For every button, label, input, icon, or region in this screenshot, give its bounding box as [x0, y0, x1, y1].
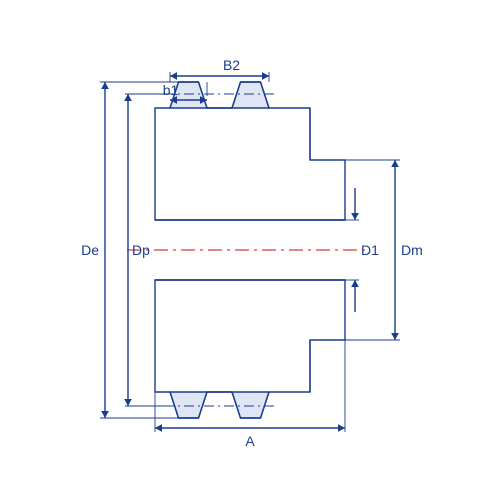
label-D1: D1: [361, 242, 379, 258]
label-De: De: [81, 242, 99, 258]
label-b1: b1: [163, 82, 179, 98]
label-Dp: Dp: [132, 242, 150, 258]
label-A: A: [245, 433, 255, 449]
label-Dm: Dm: [401, 242, 423, 258]
label-B2: B2: [223, 57, 240, 73]
